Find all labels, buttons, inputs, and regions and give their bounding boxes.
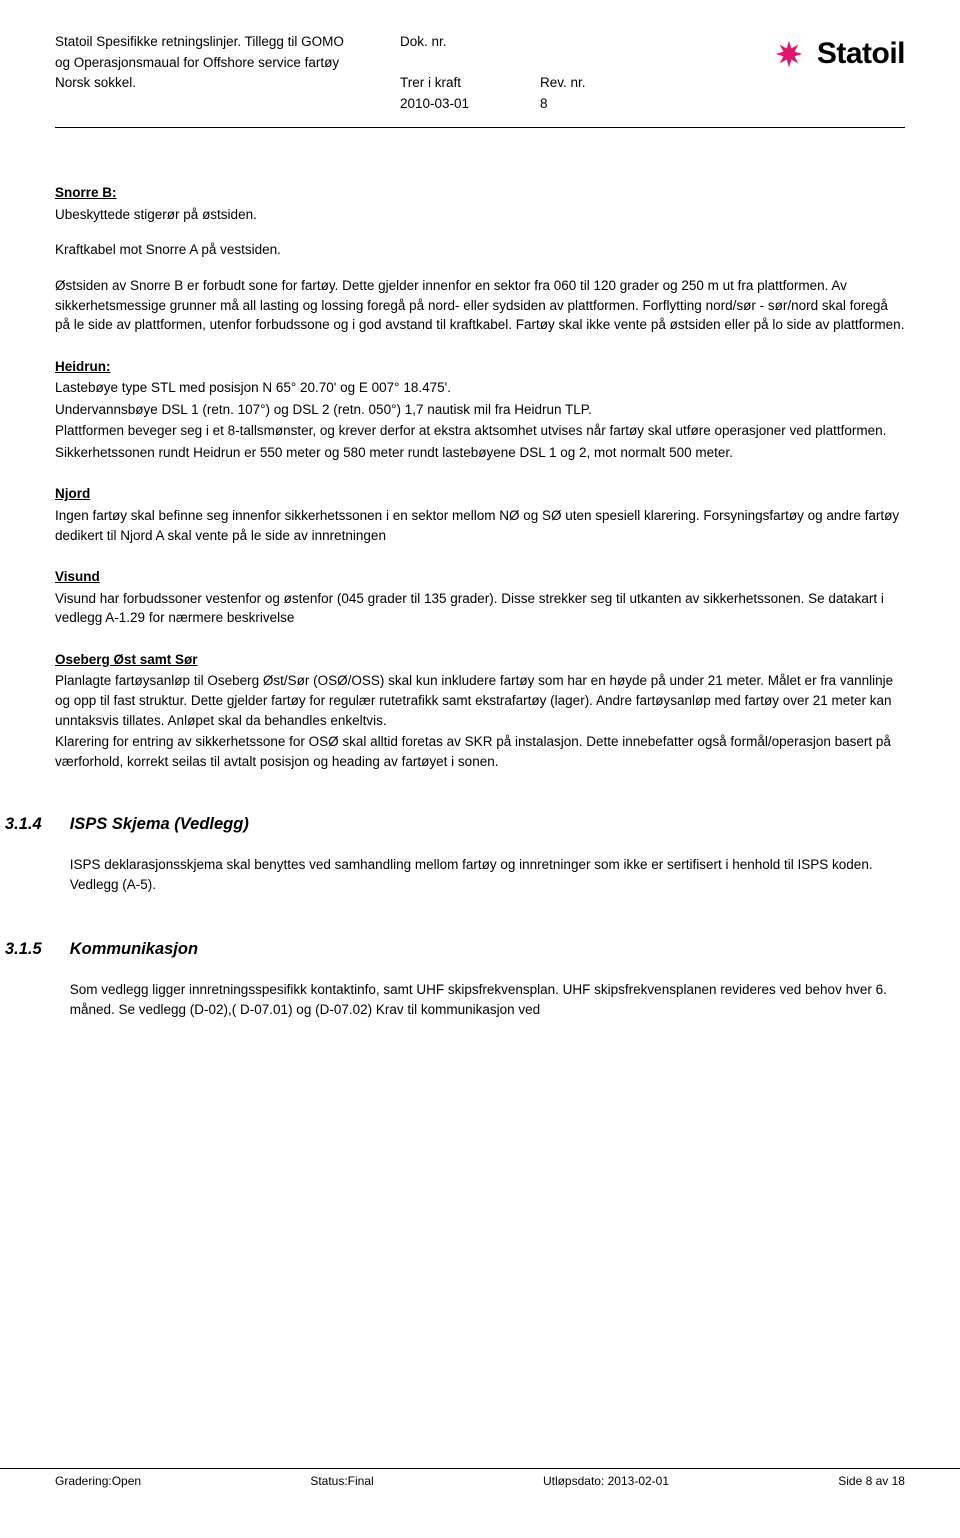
section-315-number: 3.1.5 xyxy=(5,938,42,1021)
snorre-p1: Ubeskyttede stigerør på østsiden. xyxy=(55,205,905,225)
section-315: 3.1.5 Kommunikasjon Som vedlegg ligger i… xyxy=(5,938,905,1021)
oseberg-section: Oseberg Øst samt Sør Planlagte fartøysan… xyxy=(55,650,905,771)
heidrun-title: Heidrun: xyxy=(55,357,905,377)
logo: Statoil xyxy=(767,32,905,82)
doc-title-line3: Norsk sokkel. xyxy=(55,73,400,93)
footer-gradering: Gradering:Open xyxy=(55,1473,141,1490)
footer-utlop: Utløpsdato: 2013-02-01 xyxy=(543,1473,669,1490)
heidrun-p4: Sikkerhetssonen rundt Heidrun er 550 met… xyxy=(55,443,905,463)
visund-section: Visund Visund har forbudssoner vestenfor… xyxy=(55,567,905,628)
header-meta: Statoil Spesifikke retningslinjer. Tille… xyxy=(55,32,767,113)
oseberg-title: Oseberg Øst samt Sør xyxy=(55,650,905,670)
footer-side: Side 8 av 18 xyxy=(838,1473,905,1490)
njord-section: Njord Ingen fartøy skal befinne seg inne… xyxy=(55,484,905,545)
section-314-title: ISPS Skjema (Vedlegg) xyxy=(70,813,905,837)
document-body: Snorre B: Ubeskyttede stigerør på østsid… xyxy=(55,128,905,1021)
trer-label: Trer i kraft xyxy=(400,73,540,93)
doc-title-line1: Statoil Spesifikke retningslinjer. Tille… xyxy=(55,32,400,52)
njord-p1: Ingen fartøy skal befinne seg innenfor s… xyxy=(55,506,905,545)
njord-title: Njord xyxy=(55,484,905,504)
doc-title-line2: og Operasjonsmaual for Offshore service … xyxy=(55,53,400,73)
rev-label: Rev. nr. xyxy=(540,73,640,93)
star-icon xyxy=(767,32,811,76)
section-314-number: 3.1.4 xyxy=(5,813,42,896)
heidrun-p3: Plattformen beveger seg i et 8-tallsmøns… xyxy=(55,421,905,441)
visund-title: Visund xyxy=(55,567,905,587)
footer-status: Status:Final xyxy=(310,1473,373,1490)
document-header: Statoil Spesifikke retningslinjer. Tille… xyxy=(55,32,905,113)
page: Statoil Spesifikke retningslinjer. Tille… xyxy=(0,0,960,1500)
effective-date: 2010-03-01 xyxy=(400,94,540,114)
heidrun-section: Heidrun: Lastebøye type STL med posisjon… xyxy=(55,357,905,463)
section-315-body: Som vedlegg ligger innretningsspesifikk … xyxy=(70,980,905,1019)
doknr-label: Dok. nr. xyxy=(400,32,540,52)
logo-text: Statoil xyxy=(817,32,905,76)
visund-p1: Visund har forbudssoner vestenfor og øst… xyxy=(55,589,905,628)
oseberg-p1: Planlagte fartøysanløp til Oseberg Øst/S… xyxy=(55,671,905,730)
rev-number: 8 xyxy=(540,94,640,114)
oseberg-p2: Klarering for entring av sikkerhetssone … xyxy=(55,732,905,771)
page-footer: Gradering:Open Status:Final Utløpsdato: … xyxy=(0,1468,960,1490)
snorre-p2: Kraftkabel mot Snorre A på vestsiden. xyxy=(55,240,905,260)
section-315-title: Kommunikasjon xyxy=(70,938,905,962)
heidrun-p1: Lastebøye type STL med posisjon N 65° 20… xyxy=(55,378,905,398)
snorre-section: Snorre B: Ubeskyttede stigerør på østsid… xyxy=(55,183,905,334)
heidrun-p2: Undervannsbøye DSL 1 (retn. 107°) og DSL… xyxy=(55,400,905,420)
section-314: 3.1.4 ISPS Skjema (Vedlegg) ISPS deklara… xyxy=(5,813,905,896)
snorre-p3: Østsiden av Snorre B er forbudt sone for… xyxy=(55,276,905,335)
snorre-title: Snorre B: xyxy=(55,183,905,203)
section-314-body: ISPS deklarasjonsskjema skal benyttes ve… xyxy=(70,855,905,894)
